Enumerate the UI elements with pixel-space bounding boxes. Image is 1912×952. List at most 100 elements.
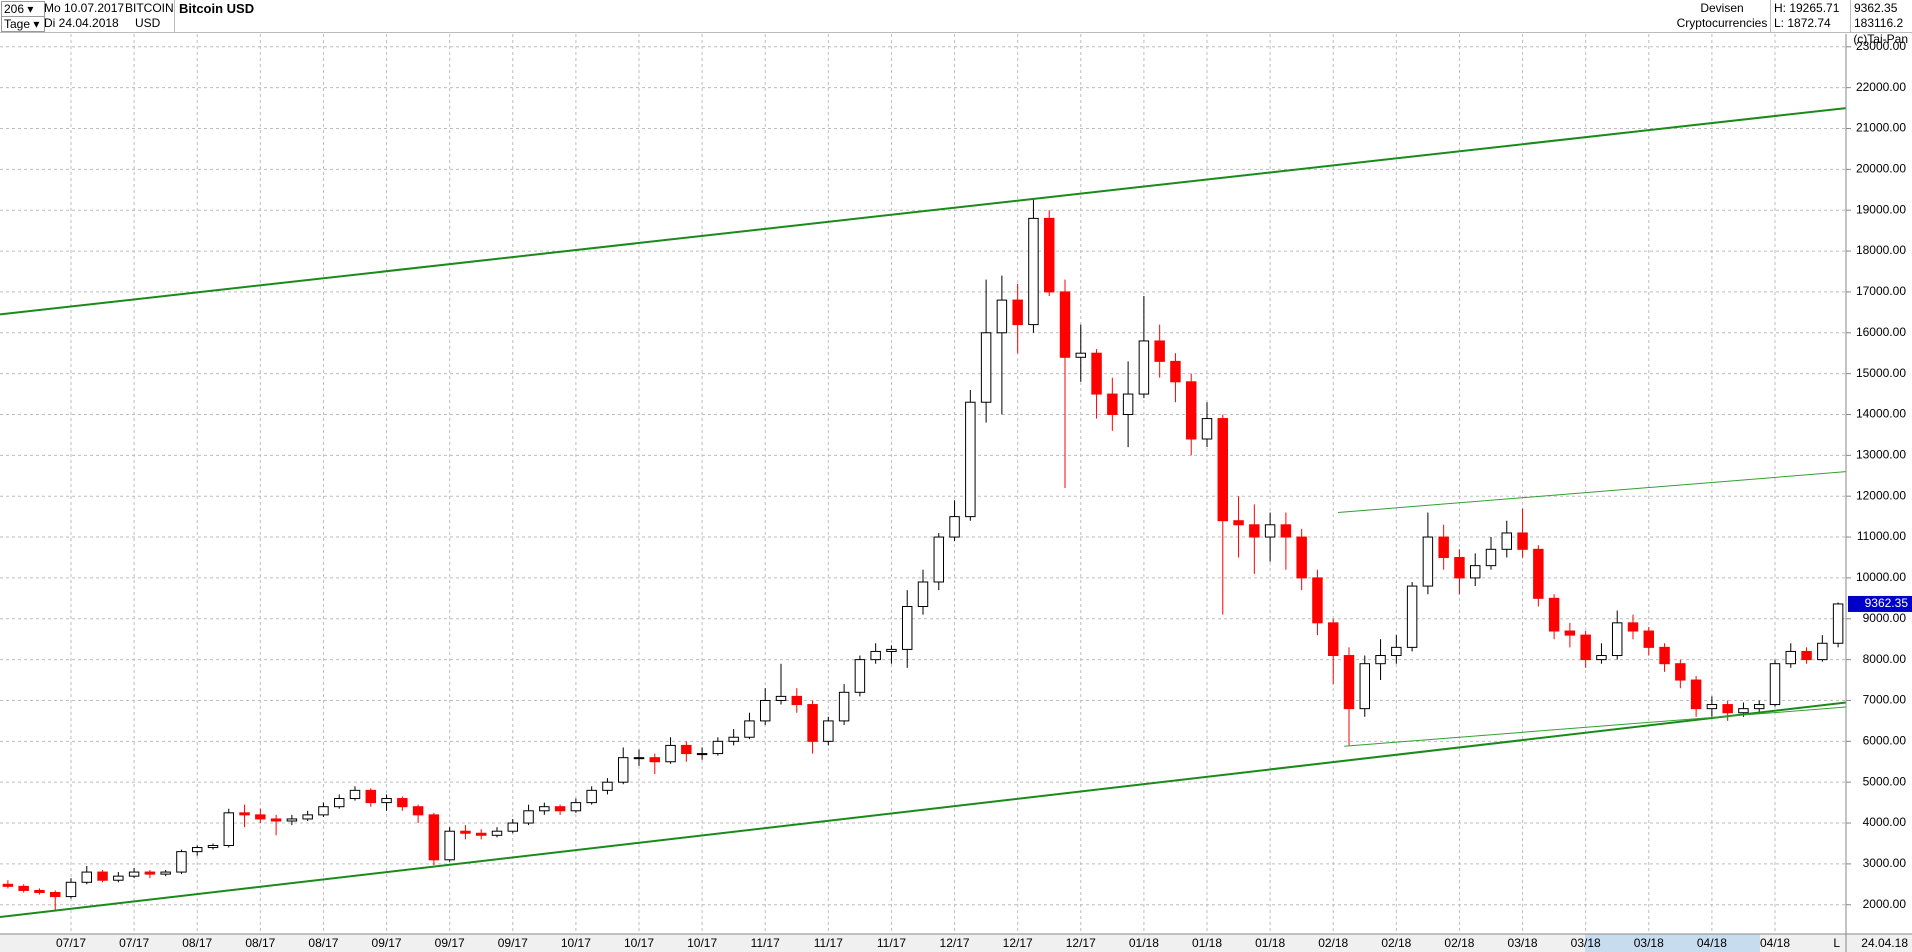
- y-tick-label: 2000.00: [1863, 897, 1907, 911]
- candle-body: [397, 798, 408, 808]
- y-tick-label: 10000.00: [1856, 570, 1906, 584]
- x-tick-label: 03/18: [1634, 936, 1664, 950]
- candle-body: [1406, 585, 1418, 648]
- x-axis-highlight: [1585, 934, 1760, 952]
- x-tick-label: 02/18: [1318, 936, 1348, 950]
- y-tick-label: 14000.00: [1856, 407, 1906, 421]
- count-select[interactable]: 206 ▾: [1, 1, 45, 17]
- candle-body: [1675, 663, 1686, 681]
- x-tick-label: 04/18: [1697, 936, 1727, 950]
- candle-body: [1501, 532, 1513, 550]
- candle-body: [901, 606, 913, 650]
- candle-body: [1469, 565, 1481, 579]
- y-tick-label: 23000.00: [1856, 39, 1906, 53]
- x-tick-label: 09/17: [435, 936, 465, 950]
- x-tick-label: 12/17: [1066, 936, 1096, 950]
- start-day: Mo 10.07.2017: [44, 1, 125, 15]
- candle-body: [649, 757, 661, 763]
- candle-body: [1580, 634, 1591, 661]
- candle-body: [318, 806, 329, 816]
- scale-mode[interactable]: L: [1833, 936, 1840, 950]
- y-tick-label: 20000.00: [1856, 162, 1906, 176]
- candle-body: [1485, 548, 1497, 567]
- candle-body: [191, 847, 203, 853]
- candle-body: [917, 581, 929, 608]
- candle-body: [302, 814, 313, 820]
- x-tick-label: 09/17: [498, 936, 528, 950]
- x-tick-label: 07/17: [56, 936, 86, 950]
- candle-body: [744, 720, 755, 738]
- trend-line: [0, 701, 1846, 918]
- y-tick-label: 17000.00: [1856, 284, 1906, 298]
- y-tick-label: 19000.00: [1856, 202, 1906, 216]
- candle-body: [365, 789, 377, 804]
- trend-line: [1337, 471, 1846, 514]
- candle-body: [712, 740, 724, 755]
- candle-body: [97, 871, 108, 881]
- x-tick-label: 09/17: [372, 936, 402, 950]
- candle-body: [1596, 655, 1607, 661]
- candle-body: [1217, 418, 1229, 522]
- candle-body: [838, 691, 850, 722]
- last-price-label: 9362.35: [1865, 596, 1909, 610]
- x-tick-label: 10/17: [687, 936, 717, 950]
- y-tick-label: 18000.00: [1856, 243, 1906, 257]
- x-tick-label: 04/18: [1760, 936, 1790, 950]
- candle-body: [1422, 536, 1434, 587]
- y-tick-label: 22000.00: [1856, 80, 1906, 94]
- candle-body: [1107, 393, 1118, 415]
- y-tick-label: 16000.00: [1856, 325, 1906, 339]
- candle-body: [1375, 655, 1386, 665]
- candle-body: [1264, 524, 1276, 538]
- candle-body: [602, 781, 613, 791]
- candle-body: [1233, 520, 1244, 526]
- candle-body: [18, 885, 29, 891]
- y-tick-label: 5000.00: [1863, 774, 1907, 788]
- candle-body: [1343, 655, 1355, 710]
- separator: [1770, 0, 1771, 32]
- candle-body: [428, 814, 440, 861]
- candle-body: [128, 871, 140, 877]
- end-day: Di 24.04.2018: [44, 16, 119, 30]
- candle-body: [160, 871, 171, 875]
- candle-body: [81, 871, 93, 883]
- x-tick-label: 08/17: [308, 936, 338, 950]
- instrument-name: Bitcoin USD: [179, 1, 255, 16]
- high: H: 19265.71: [1774, 1, 1840, 15]
- candle-body: [1706, 704, 1718, 710]
- candle-body: [1359, 663, 1371, 710]
- period-select[interactable]: Tage ▾: [1, 16, 45, 32]
- y-tick-label: 3000.00: [1863, 856, 1907, 870]
- candle-body: [65, 881, 77, 898]
- candle-body: [1327, 622, 1339, 657]
- x-tick-label: 10/17: [624, 936, 654, 950]
- candle-body: [1249, 524, 1260, 538]
- candle-body: [176, 851, 187, 873]
- candle-body: [933, 536, 945, 583]
- x-tick-label: 11/17: [814, 936, 843, 950]
- candle-body: [475, 832, 487, 836]
- x-tick-label: 01/18: [1192, 936, 1222, 950]
- candle-body: [681, 744, 692, 755]
- x-tick-label: 03/18: [1508, 936, 1538, 950]
- candle-body: [1280, 524, 1292, 538]
- candle-body: [1753, 704, 1765, 710]
- candle-body: [1028, 217, 1039, 326]
- y-tick-label: 13000.00: [1856, 448, 1906, 462]
- trend-line: [1344, 706, 1846, 747]
- y-tick-label: 4000.00: [1863, 815, 1907, 829]
- candle-body: [444, 830, 455, 861]
- candle-body: [1059, 291, 1071, 358]
- x-tick-label: 08/17: [245, 936, 275, 950]
- candle-body: [886, 648, 897, 652]
- y-tick-label: 11000.00: [1857, 529, 1906, 543]
- candle-body: [1075, 352, 1087, 358]
- candle-body: [523, 810, 534, 824]
- period: Tage: [4, 17, 31, 31]
- y-tick-label: 9000.00: [1863, 611, 1907, 625]
- candle-body: [1769, 663, 1781, 706]
- currency: USD: [135, 16, 161, 30]
- candle-body: [49, 891, 61, 898]
- candle-body: [1170, 360, 1181, 383]
